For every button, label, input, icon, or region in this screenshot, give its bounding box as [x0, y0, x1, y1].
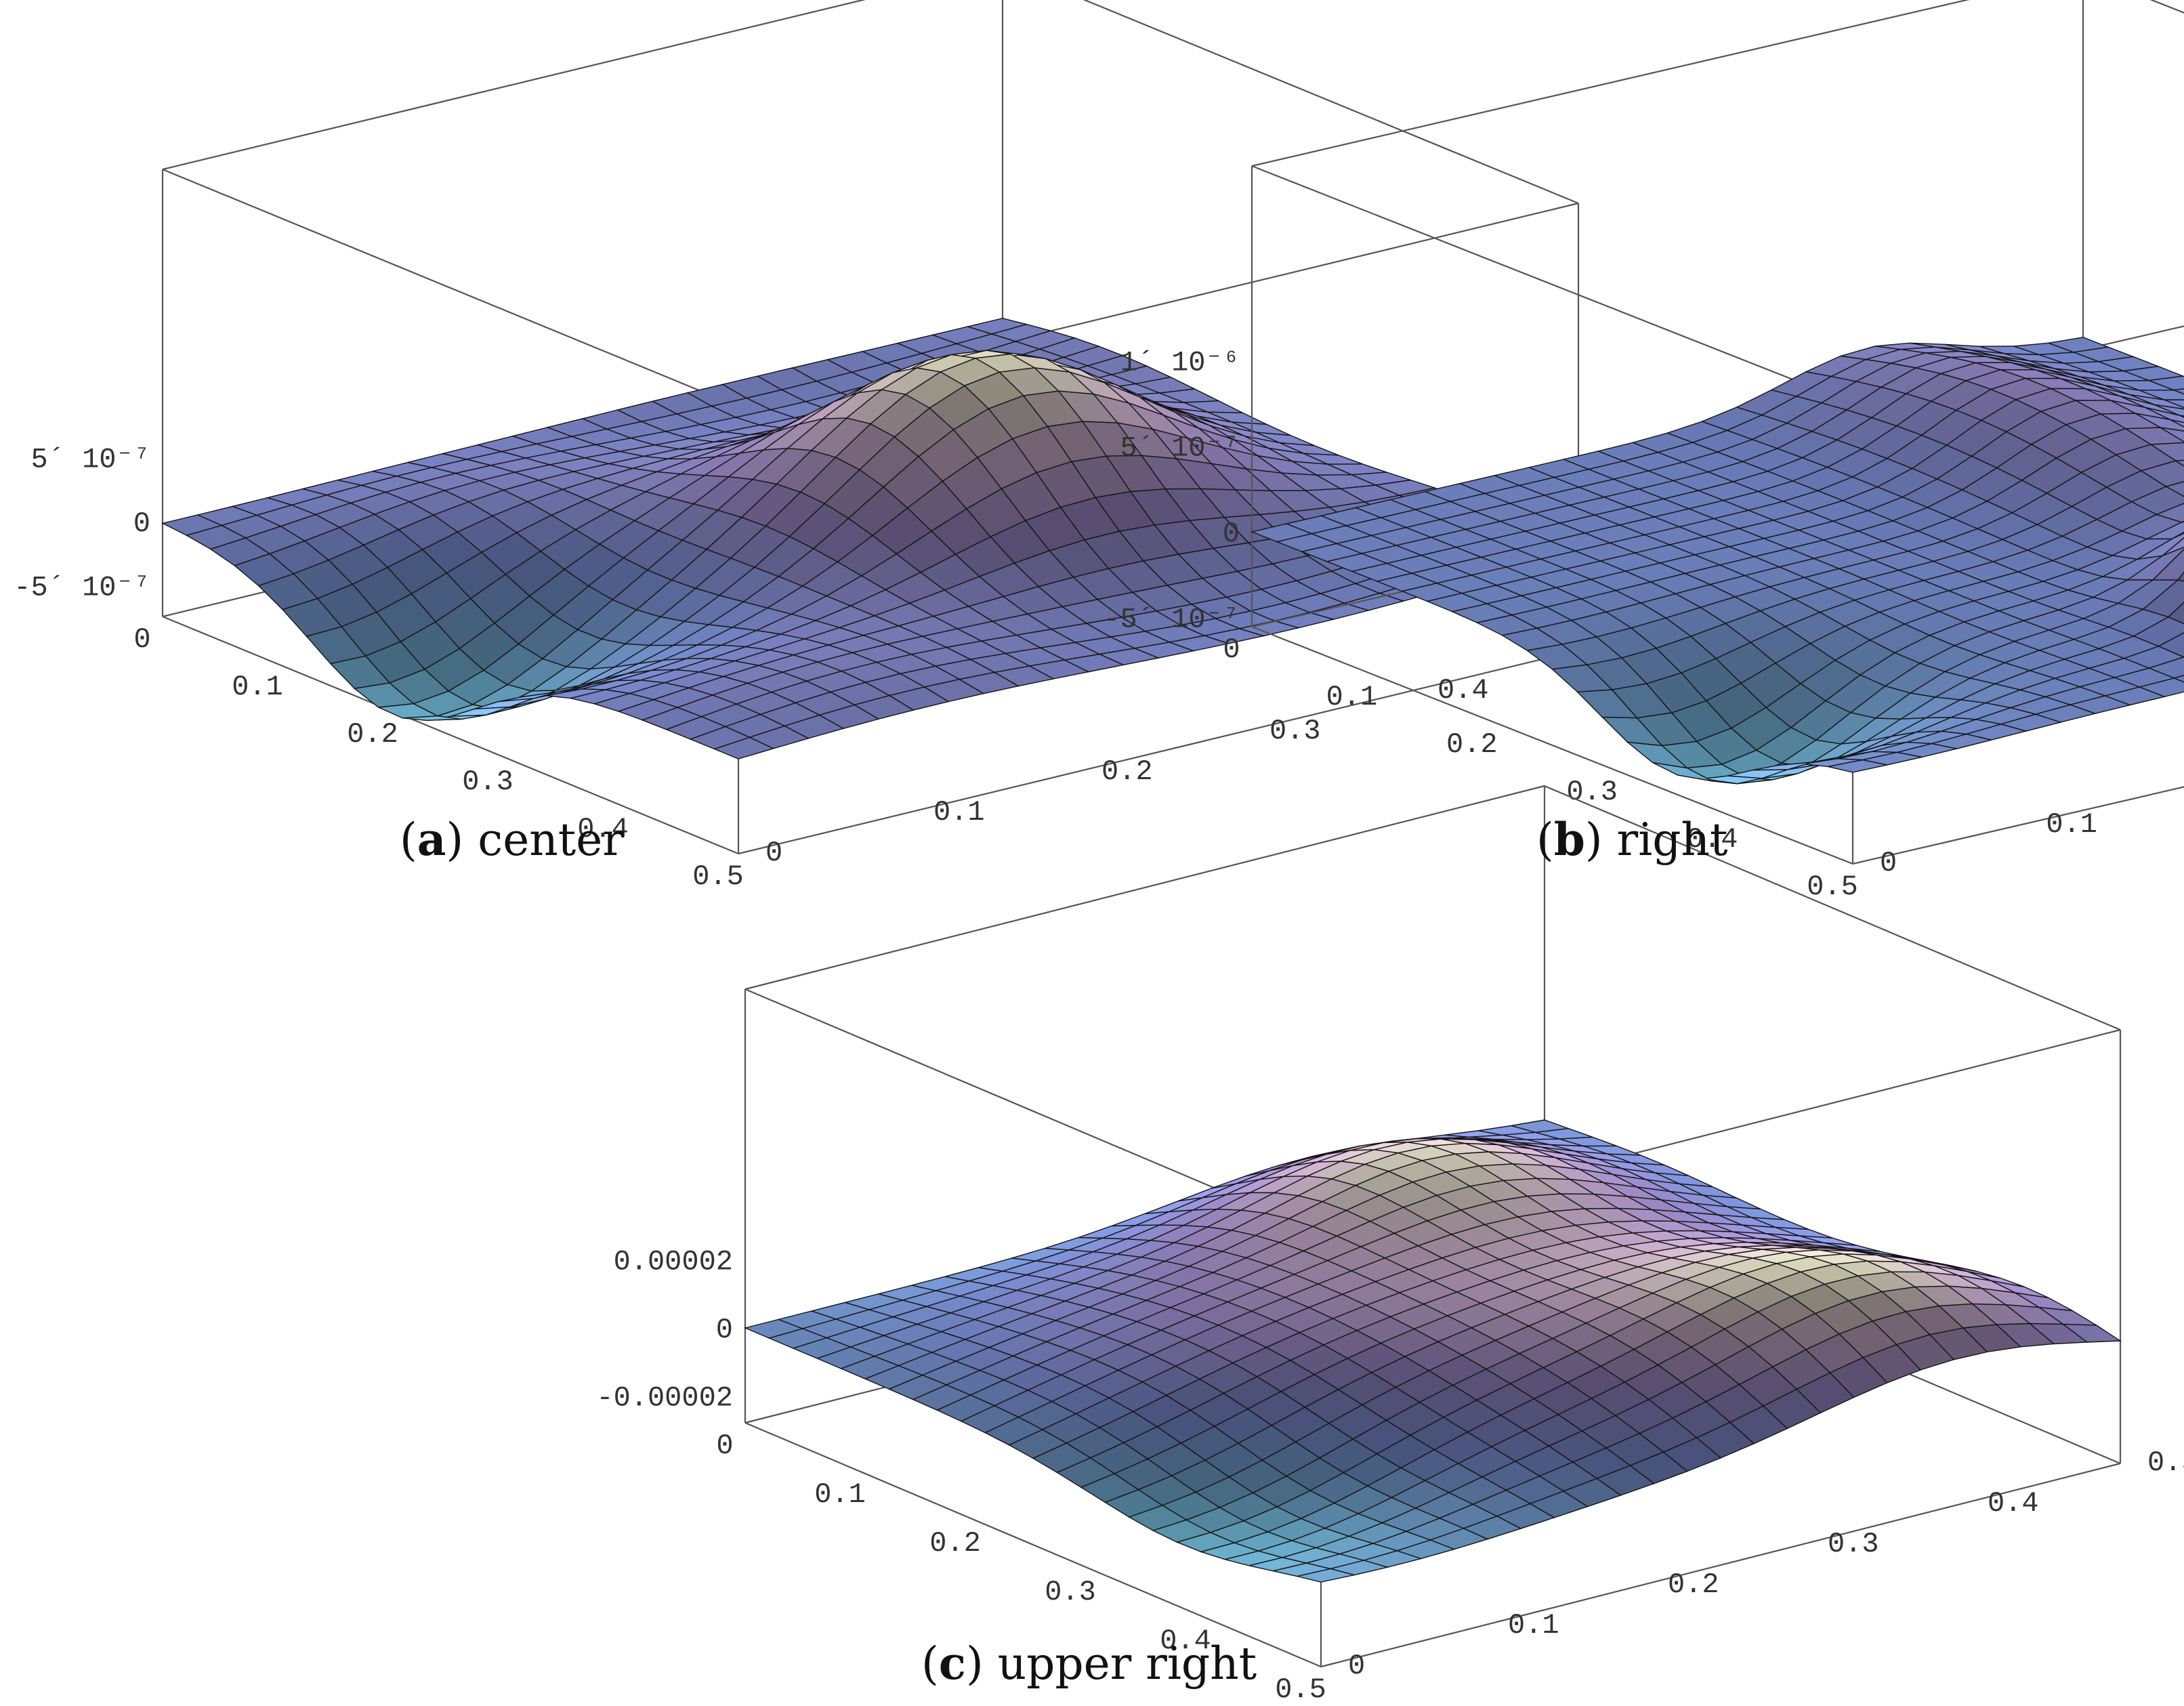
- x-tick-label: 0.1: [814, 1478, 866, 1511]
- y-tick-label: 0: [1880, 847, 1897, 879]
- x-tick-label: 0.5: [1275, 1673, 1326, 1706]
- caption-b-letter: b: [1554, 813, 1585, 866]
- x-tick-label: 0.4: [1160, 1625, 1211, 1657]
- bounding-box-c: [744, 785, 2122, 1668]
- x-tick-label: 0.3: [1566, 776, 1618, 808]
- z-tick-label: 1´ 10⁻⁶: [1120, 346, 1240, 379]
- y-tick-label: 0.1: [2046, 808, 2097, 841]
- x-tick-label: 0.3: [1045, 1576, 1096, 1608]
- x-tick-label: 0.5: [692, 860, 744, 893]
- surface-cell: [1250, 523, 1314, 543]
- box-edge: [1251, 165, 1853, 404]
- z-tick-label: 5´ 10⁻⁷: [30, 443, 150, 476]
- x-tick-label: 0.5: [1807, 871, 1858, 903]
- surface-cell: [743, 1318, 804, 1339]
- box-edge: [162, 168, 739, 408]
- z-tick-label: -5´ 10⁻⁷: [1103, 603, 1240, 636]
- box-edge: [1320, 1462, 2121, 1668]
- y-tick-label: 0.3: [1269, 715, 1321, 747]
- panel-a: 00.10.20.30.40.500.10.20.30.40.5´ 10⁻⁷0-…: [14, 0, 1639, 893]
- surface-b: [1250, 337, 2184, 785]
- panel-b: 00.10.20.30.40.500.10.20.30.40.51´ 10⁻⁶5…: [1103, 0, 2184, 903]
- box-edge: [1251, 625, 1853, 865]
- y-tick-label: 0.1: [1508, 1609, 1559, 1642]
- x-tick-label: 0.1: [232, 671, 283, 703]
- surface-cell: [2172, 674, 2184, 683]
- caption-b: (b) right: [1536, 813, 1728, 866]
- caption-b-text: right: [1617, 814, 1728, 866]
- y-tick-label: 0.4: [1437, 674, 1489, 707]
- caption-c-text: upper right: [998, 1638, 1257, 1690]
- y-tick-label: 0.4: [1988, 1487, 2039, 1520]
- z-tick-label: 0.00002: [614, 1245, 733, 1278]
- surface-c: [743, 1119, 2122, 1583]
- x-tick-label: 0.4: [577, 813, 629, 846]
- ticks-a: 00.10.20.30.40.500.10.20.30.40.5´ 10⁻⁷0-…: [14, 443, 1639, 893]
- caption-c-letter: c: [939, 1637, 966, 1690]
- x-tick-label: 0.2: [347, 718, 398, 751]
- z-tick-label: 5´ 10⁻⁷: [1120, 432, 1240, 465]
- y-tick-label: 0.2: [1668, 1568, 1719, 1601]
- y-tick-label: 0.2: [1101, 755, 1153, 788]
- box-edge: [744, 1421, 1322, 1668]
- x-tick-label: 0: [133, 623, 150, 656]
- box-edge: [1544, 785, 2121, 1031]
- box-edge: [1083, 0, 1579, 205]
- y-tick-label: 0.5: [2147, 1447, 2184, 1479]
- z-tick-label: -5´ 10⁻⁷: [14, 572, 150, 604]
- box-edge: [162, 615, 739, 855]
- z-tick-label: -0.00002: [596, 1382, 733, 1415]
- ticks-b: 00.10.20.30.40.500.10.20.30.40.51´ 10⁻⁶5…: [1103, 346, 2097, 903]
- box-edge: [1251, 0, 1970, 167]
- y-tick-label: 0.3: [1828, 1528, 1879, 1560]
- y-tick-label: 0.1: [933, 796, 985, 829]
- box-edge: [744, 785, 1545, 991]
- y-tick-label: 0: [1348, 1650, 1365, 1682]
- y-tick-label: 0: [765, 837, 782, 869]
- x-tick-label: 0.2: [1446, 728, 1498, 761]
- x-tick-label: 0: [1223, 633, 1240, 666]
- caption-a-letter: a: [417, 813, 446, 866]
- box-edge: [162, 0, 866, 171]
- box-edge: [1852, 786, 2184, 865]
- z-tick-label: 0: [1223, 518, 1240, 550]
- z-tick-label: 0: [716, 1314, 733, 1346]
- x-tick-label: 0.3: [462, 766, 513, 798]
- box-edge: [2149, 0, 2184, 14]
- caption-a-text: center: [478, 814, 624, 866]
- x-tick-label: 0.1: [1326, 681, 1378, 713]
- ticks-c: 0 0.1 0.2 0.3 0.4 0.5 0 0.1 0.2 0.3 0.4 0.5 0.00002 0…: [596, 1245, 2184, 1706]
- x-tick-label: 0.2: [929, 1527, 981, 1560]
- z-tick-label: 0: [133, 507, 150, 540]
- caption-a: (a) center: [400, 813, 624, 866]
- x-tick-label: 0: [716, 1430, 733, 1462]
- caption-c: (c) upper right: [921, 1637, 1257, 1690]
- box-edge: [738, 649, 1579, 855]
- surface-cell: [161, 514, 224, 536]
- panel-c: 0 0.1 0.2 0.3 0.4 0.5 0 0.1 0.2 0.3 0.4 0.5 0.00002 0…: [596, 785, 2184, 1706]
